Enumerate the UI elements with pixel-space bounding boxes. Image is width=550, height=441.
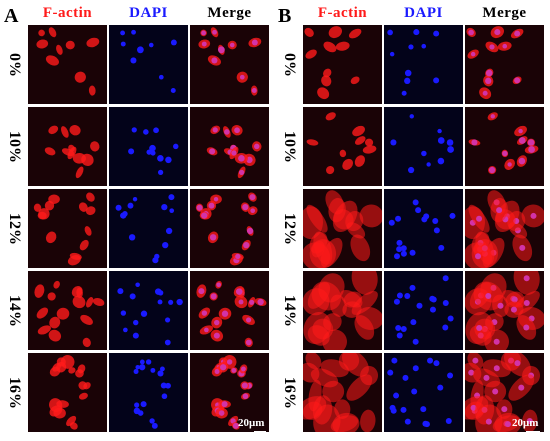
- micrograph-tile: [190, 107, 269, 186]
- panel-a-row-label-3: 14%: [6, 295, 23, 327]
- micrograph-tile: [465, 353, 544, 432]
- panel-a-col-dapi: DAPI: [129, 5, 168, 21]
- panel-a-letter: A: [4, 5, 19, 27]
- panel-b-letter: B: [278, 5, 292, 27]
- micrograph-tile: [190, 271, 269, 350]
- panel-b-row-label-3: 14%: [281, 295, 298, 327]
- panel-a-row-label-2: 12%: [6, 213, 23, 245]
- micrograph-tile: [28, 189, 107, 268]
- micrograph-tile: [465, 189, 544, 268]
- micrograph-tile: [384, 25, 463, 104]
- panel-a-row-label-4: 16%: [6, 377, 23, 409]
- micrograph-tile: [465, 25, 544, 104]
- micrograph-tile: [190, 25, 269, 104]
- micrograph-tile: [303, 107, 382, 186]
- micrograph-tile: [109, 271, 188, 350]
- panel-b-scale-bar: [526, 431, 540, 433]
- micrograph-tile: [28, 353, 107, 432]
- micrograph-tile: [190, 189, 269, 268]
- panel-b-row-label-0: 0%: [281, 53, 298, 77]
- panel-a-scale-label: 20μm: [238, 417, 265, 429]
- panel-a-row-label-1: 10%: [6, 131, 23, 163]
- micrograph-tile: [384, 271, 463, 350]
- panel-a-col-merge: Merge: [207, 5, 252, 21]
- panel-a-scale-bar: [254, 431, 266, 433]
- panel-b-col-merge: Merge: [482, 5, 527, 21]
- panel-b-col-factin: F-actin: [317, 5, 368, 21]
- panel-a-row-label-0: 0%: [6, 53, 23, 77]
- micrograph-tile: [28, 271, 107, 350]
- panel-a-col-factin: F-actin: [42, 5, 93, 21]
- panel-b-row-label-1: 10%: [281, 131, 298, 163]
- micrograph-tile: [109, 107, 188, 186]
- micrograph-tile: [109, 25, 188, 104]
- micrograph-tile: [28, 107, 107, 186]
- micrograph-tile: [28, 25, 107, 104]
- micrograph-tile: [303, 353, 382, 432]
- micrograph-tile: [465, 271, 544, 350]
- micrograph-tile: [303, 25, 382, 104]
- micrograph-tile: [109, 353, 188, 432]
- micrograph-tile: [384, 107, 463, 186]
- micrograph-tile: [303, 271, 382, 350]
- panel-b-col-dapi: DAPI: [404, 5, 443, 21]
- panel-b-row-label-4: 16%: [281, 377, 298, 409]
- micrograph-tile: [384, 189, 463, 268]
- panel-b-scale-label: 20μm: [512, 417, 539, 429]
- micrograph-tile: [303, 189, 382, 268]
- micrograph-tile: [384, 353, 463, 432]
- panel-b-row-label-2: 12%: [281, 213, 298, 245]
- micrograph-tile: [465, 107, 544, 186]
- micrograph-tile: [190, 353, 269, 432]
- micrograph-tile: [109, 189, 188, 268]
